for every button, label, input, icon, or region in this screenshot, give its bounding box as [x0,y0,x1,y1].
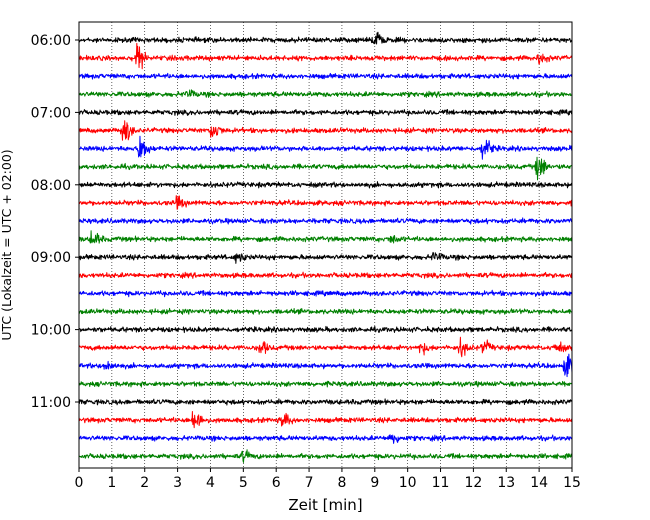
x-tick-label: 6 [272,475,281,491]
trace-0745 [78,156,573,181]
x-tick-label: 4 [206,475,215,491]
trace-0915 [78,271,573,279]
y-tick-label: 10:00 [31,323,71,339]
y-tick-label: 11:00 [31,395,71,411]
trace-1100 [78,398,573,406]
trace-1115 [78,410,573,429]
x-tick-label: 15 [563,475,581,491]
trace-0700 [78,108,573,117]
x-tick-label: 11 [432,475,450,491]
trace-0930 [78,289,573,298]
trace-0645 [78,89,573,98]
grid-layer [111,22,540,468]
trace-1045 [78,380,573,388]
trace-1015 [78,336,573,358]
trace-0830 [78,217,573,225]
trace-layer [78,31,573,463]
trace-0715 [78,120,573,141]
x-tick-label: 7 [305,475,314,491]
x-tick-label: 3 [173,475,182,491]
x-tick-label: 9 [370,475,379,491]
x-tick-label: 14 [530,475,548,491]
x-tick-label: 0 [75,475,84,491]
trace-0600 [78,31,573,45]
y-tick-label: 07:00 [31,105,71,121]
x-tick-label: 2 [140,475,149,491]
trace-1030 [78,353,573,378]
x-tick-label: 10 [399,475,417,491]
trace-0845 [78,230,573,244]
trace-0815 [78,195,573,210]
x-axis-label: Zeit [min] [288,496,362,514]
trace-0900 [78,251,573,264]
x-tick-label: 8 [337,475,346,491]
y-axis-label: UTC (Lokalzeit = UTC + 02:00) [0,149,14,340]
trace-0800 [78,181,573,189]
y-tick-label: 06:00 [31,33,71,49]
x-tick-label: 1 [107,475,116,491]
trace-0730 [78,135,573,160]
trace-1145 [78,449,573,463]
axis-layer: 0 1 2 3 4 5 6 7 8 9 10 11 12 13 14 1506:0007:0008:0009:… [31,33,581,491]
y-tick-label: 08:00 [31,178,71,194]
trace-1130 [78,434,573,444]
trace-1000 [78,325,573,334]
x-tick-label: 5 [239,475,248,491]
trace-0615 [78,42,573,70]
x-tick-label: 12 [464,475,482,491]
y-tick-label: 09:00 [31,250,71,266]
trace-0945 [78,307,573,315]
trace-0630 [78,72,573,80]
plot-frame [78,21,573,469]
x-tick-label: 13 [497,475,515,491]
